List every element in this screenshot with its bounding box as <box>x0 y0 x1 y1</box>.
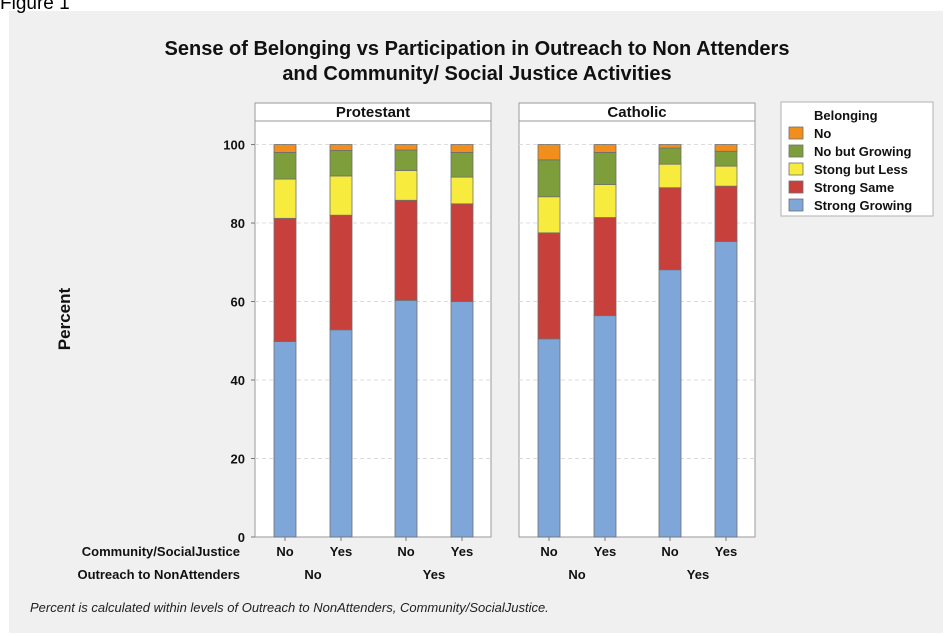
legend-swatch <box>788 198 804 212</box>
bar-segment <box>714 165 738 187</box>
bar-segment <box>273 151 297 180</box>
bar-segment <box>273 341 297 538</box>
legend-box <box>780 101 934 217</box>
legend-label: Stong but Less <box>814 162 908 177</box>
bar-segment <box>329 329 353 538</box>
bar-segment <box>329 144 353 151</box>
x-tick-label: No <box>397 544 414 559</box>
legend-label: No but Growing <box>814 144 912 159</box>
x-tick-label: Yes <box>715 544 737 559</box>
facet-header <box>518 102 756 122</box>
chart-subtitle: and Community/ Social Justice Activities <box>282 63 671 85</box>
bar-segment <box>394 149 418 171</box>
bar-segment <box>273 217 297 342</box>
y-tick-label: 0 <box>238 530 245 545</box>
bar-segment <box>714 150 738 167</box>
bar-segment <box>537 144 561 161</box>
x-tick-label: Yes <box>594 544 616 559</box>
bar-segment <box>593 184 617 218</box>
y-tick-label: 40 <box>231 373 245 388</box>
legend-swatch <box>788 144 804 158</box>
bar-segment <box>593 315 617 538</box>
bar-segment <box>273 178 297 219</box>
x-tick-label: No <box>540 544 557 559</box>
legend-title: Belonging <box>814 108 878 123</box>
bar-segment <box>450 144 474 153</box>
y-axis-label: Percent <box>55 287 74 350</box>
bar-segment <box>658 269 682 538</box>
bar-segment <box>714 185 738 242</box>
legend-label: No <box>814 126 831 141</box>
bar-segment <box>537 159 561 198</box>
bar-segment <box>450 176 474 205</box>
outer-category-label: Yes <box>423 567 445 582</box>
bar-segment <box>394 170 418 201</box>
y-tick-label: 20 <box>231 452 245 467</box>
bar-segment <box>450 203 474 302</box>
legend-swatch <box>788 162 804 176</box>
chart-title: Sense of Belonging vs Participation in O… <box>165 38 790 60</box>
legend-swatch <box>788 180 804 194</box>
bar-segment <box>593 217 617 317</box>
row-label-community: Community/SocialJustice <box>82 544 240 559</box>
figure-label: Figure 1 <box>0 0 70 14</box>
bar-segment <box>537 196 561 234</box>
footnote: Percent is calculated within levels of O… <box>30 600 549 615</box>
outer-category-label: Yes <box>687 567 709 582</box>
outer-category-label: No <box>568 567 585 582</box>
bar-segment <box>329 214 353 331</box>
x-tick-label: Yes <box>330 544 352 559</box>
bar-segment <box>450 301 474 538</box>
y-tick-label: 60 <box>231 295 245 310</box>
bar-segment <box>329 175 353 216</box>
y-tick-label: 80 <box>231 216 245 231</box>
outer-category-label: No <box>304 567 321 582</box>
bar-segment <box>658 187 682 271</box>
bar-segment <box>658 163 682 189</box>
y-tick-label: 100 <box>223 138 245 153</box>
row-label-outreach: Outreach to NonAttenders <box>77 567 240 582</box>
bar-segment <box>593 144 617 153</box>
legend-swatch <box>788 126 804 140</box>
x-tick-label: No <box>661 544 678 559</box>
facet-header <box>254 102 492 122</box>
bar-segment <box>593 151 617 185</box>
bar-segment <box>394 144 418 151</box>
x-tick-label: Yes <box>451 544 473 559</box>
bar-segment <box>394 299 418 538</box>
bar-segment <box>329 150 353 177</box>
bar-segment <box>658 147 682 165</box>
bar-segment <box>714 144 738 152</box>
bar-segment <box>658 144 682 149</box>
bar-segment <box>450 151 474 178</box>
legend-label: Strong Growing <box>814 198 912 213</box>
facet-label: Catholic <box>607 104 666 121</box>
x-tick-label: No <box>276 544 293 559</box>
facet-label: Protestant <box>336 104 410 121</box>
bar-segment <box>537 338 561 538</box>
bar-segment <box>394 199 418 301</box>
bar-segment <box>537 232 561 340</box>
bar-segment <box>714 241 738 538</box>
legend-label: Strong Same <box>814 180 894 195</box>
bar-segment <box>273 144 297 153</box>
